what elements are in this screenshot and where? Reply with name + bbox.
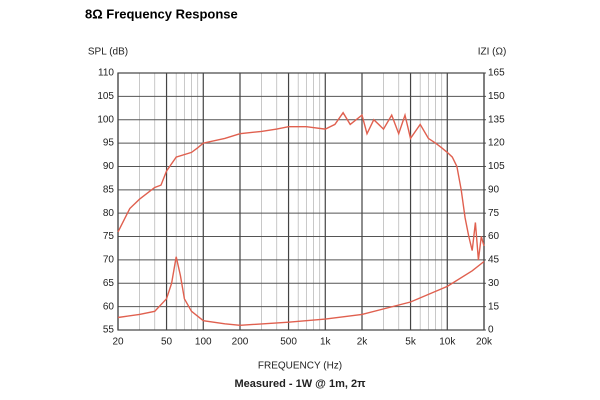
plot-frame: [117, 72, 485, 331]
y-tick-label: 70: [103, 255, 115, 266]
x-tick-label: 100: [195, 337, 212, 348]
y2-tick-label: 90: [488, 184, 500, 195]
x-axis-label: FREQUENCY (Hz): [258, 361, 342, 372]
y2-axis-label: IZI (Ω): [478, 47, 507, 58]
y2-tick-label: 0: [488, 325, 494, 336]
y-axis-label: SPL (dB): [88, 47, 128, 58]
y-tick-label: 95: [103, 138, 115, 149]
series-line: [117, 111, 485, 260]
x-tick-label: 20: [112, 337, 124, 348]
caption: Measured - 1W @ 1m, 2π: [234, 378, 366, 390]
y2-tick-label: 120: [488, 138, 505, 149]
y2-tick-label: 150: [488, 91, 505, 102]
y2-tick-label: 135: [488, 114, 505, 125]
y2-tick-label: 15: [488, 301, 500, 312]
x-tick-label: 10k: [439, 337, 456, 348]
y-tick-label: 60: [103, 301, 115, 312]
y2-tick-label: 165: [488, 68, 505, 79]
chart-title: 8Ω Frequency Response: [85, 6, 238, 21]
x-tick-label: 500: [280, 337, 297, 348]
y-tick-label: 100: [97, 114, 114, 125]
y-tick-label: 85: [103, 184, 115, 195]
y-tick-label: 65: [103, 278, 115, 289]
x-tick-label: 50: [161, 337, 173, 348]
y-tick-label: 75: [103, 231, 115, 242]
y-tick-label: 90: [103, 161, 115, 172]
y2-tick-label: 60: [488, 231, 500, 242]
series-line: [117, 256, 485, 327]
y-tick-label: 110: [98, 68, 114, 79]
x-tick-label: 200: [232, 337, 249, 348]
y2-tick-label: 30: [488, 278, 500, 289]
y-tick-label: 55: [103, 325, 115, 336]
x-tick-label: 1k: [320, 337, 332, 348]
x-tick-label: 20k: [476, 337, 493, 348]
x-tick-label: 2k: [357, 337, 369, 348]
y2-tick-label: 45: [488, 255, 500, 266]
y2-tick-label: 105: [488, 161, 505, 172]
y-tick-label: 105: [97, 91, 114, 102]
y2-tick-label: 75: [488, 208, 500, 219]
x-tick-label: 5k: [405, 337, 417, 348]
y-tick-label: 80: [103, 208, 115, 219]
